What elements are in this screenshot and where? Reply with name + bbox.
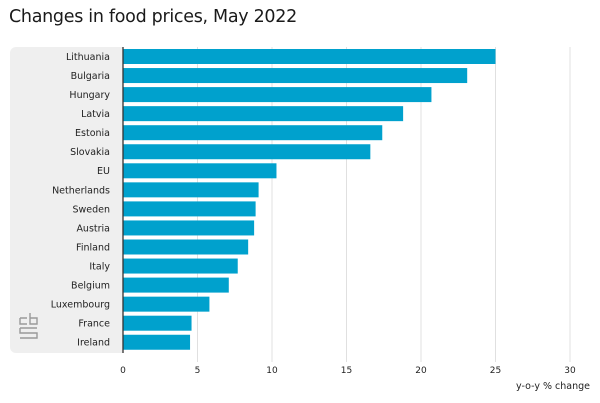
bar: [123, 315, 192, 331]
x-tick-labels: 0 5 10 15 20 25 30: [120, 366, 576, 376]
bar: [123, 258, 238, 274]
category-label: Ireland: [77, 338, 110, 349]
x-tick-label: 25: [490, 366, 501, 376]
category-label: Austria: [76, 223, 110, 234]
bar: [123, 163, 277, 179]
bar: [123, 334, 191, 350]
category-label: Sweden: [72, 204, 110, 215]
category-label: Netherlands: [52, 185, 110, 196]
x-tick-label: 10: [266, 366, 278, 376]
category-label: Belgium: [71, 281, 110, 292]
category-label: Italy: [89, 261, 110, 272]
category-label: Hungary: [69, 90, 110, 101]
category-label: Luxembourg: [51, 300, 110, 311]
bar: [123, 296, 210, 312]
bar: [123, 144, 371, 160]
category-label: Bulgaria: [71, 71, 110, 82]
bar: [123, 87, 432, 103]
bar: [123, 125, 383, 141]
category-labels: Lithuania Bulgaria Hungary Latvia Estonia Slo…: [51, 52, 111, 349]
category-label: Latvia: [81, 109, 110, 120]
chart-title: Changes in food prices, May 2022: [9, 7, 297, 27]
x-tick-label: 0: [120, 366, 126, 376]
category-label-panel: [10, 47, 123, 353]
bar: [123, 49, 496, 64]
category-label: France: [78, 319, 110, 330]
cbs-logo-icon: [19, 313, 38, 339]
bar: [123, 277, 229, 293]
bar: [123, 239, 249, 255]
x-axis-label: y-o-y % change: [516, 381, 590, 392]
x-tick-label: 5: [195, 366, 201, 376]
bar: [123, 182, 259, 198]
bars: [123, 49, 496, 350]
bar: [123, 68, 468, 84]
bar: [123, 220, 255, 236]
category-label: Slovakia: [70, 147, 110, 158]
category-label: Estonia: [75, 128, 110, 139]
x-tick-label: 15: [341, 366, 352, 376]
category-label: Lithuania: [66, 52, 110, 63]
category-label: Finland: [76, 242, 110, 253]
bar: [123, 201, 256, 217]
x-tick-label: 20: [415, 366, 427, 376]
category-label: EU: [97, 166, 110, 177]
x-tick-label: 30: [564, 366, 576, 376]
bar: [123, 106, 404, 122]
